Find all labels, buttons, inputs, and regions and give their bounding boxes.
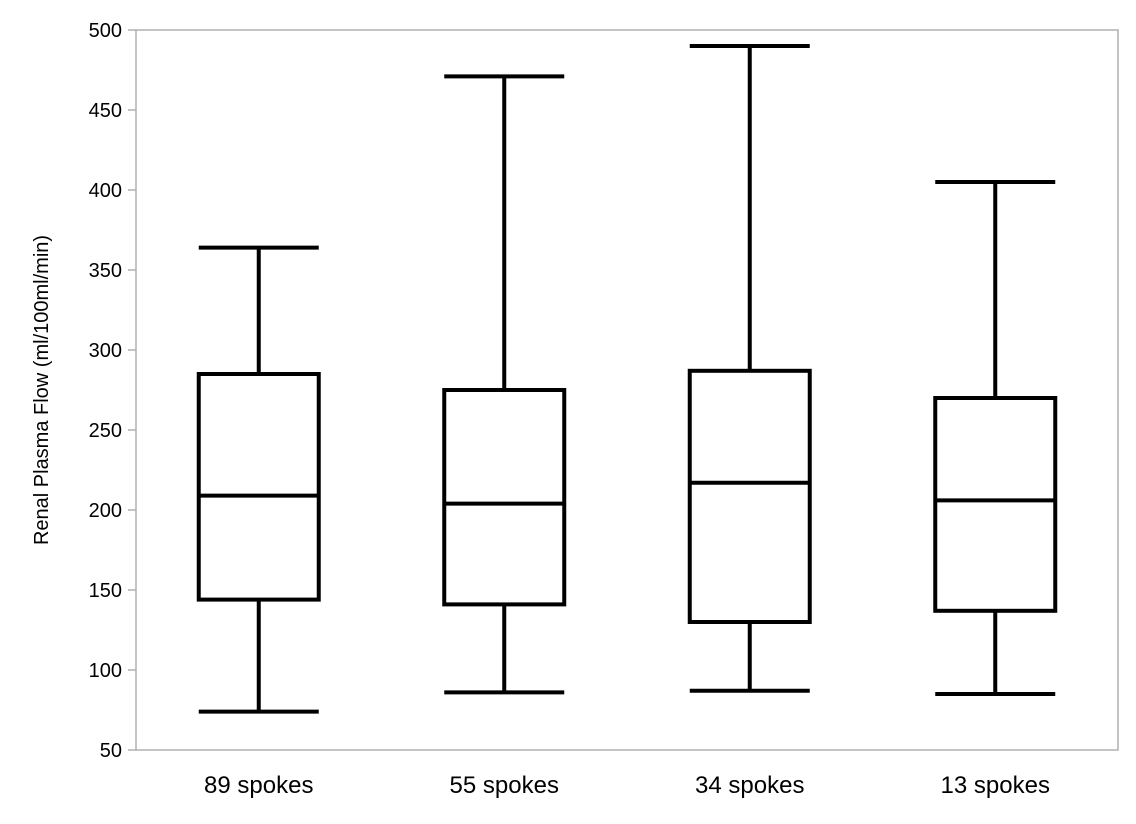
x-category-label: 34 spokes — [695, 772, 804, 799]
y-tick-label: 200 — [89, 500, 122, 522]
y-tick-label: 450 — [89, 100, 122, 122]
x-category-label: 89 spokes — [204, 772, 313, 799]
plot-frame — [135, 29, 1119, 751]
y-tick-label: 500 — [89, 20, 122, 42]
x-category-label: 55 spokes — [450, 772, 559, 799]
boxes-group — [196, 44, 1058, 714]
y-axis-title: Renal Plasma Flow (ml/100ml/min) — [31, 235, 53, 545]
y-tick-label: 350 — [89, 260, 122, 282]
x-axis: 89 spokes 55 spokes 34 spokes 13 spokes — [204, 772, 1050, 799]
box-3 — [687, 44, 812, 693]
box-iqr — [442, 388, 567, 607]
box-2 — [442, 74, 567, 695]
box-iqr — [687, 368, 812, 624]
y-axis: 50 100 150 200 250 300 350 400 450 500 — [89, 20, 136, 762]
box-4 — [933, 180, 1058, 696]
box-1 — [196, 245, 321, 714]
y-tick-label: 50 — [100, 740, 122, 762]
box-iqr — [196, 372, 321, 602]
y-tick-label: 300 — [89, 340, 122, 362]
box-iqr — [933, 396, 1058, 613]
y-tick-label: 100 — [89, 660, 122, 682]
y-tick-label: 250 — [89, 420, 122, 442]
y-tick-label: 400 — [89, 180, 122, 202]
x-category-label: 13 spokes — [941, 772, 1050, 799]
y-tick-label: 150 — [89, 580, 122, 602]
